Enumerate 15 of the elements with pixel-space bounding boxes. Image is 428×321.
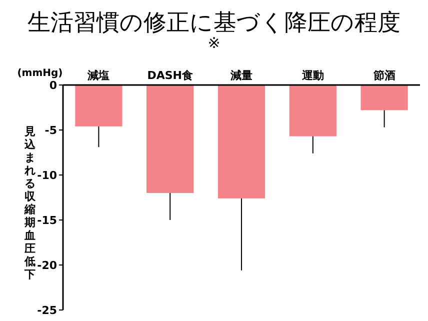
y-tick-label: -25 — [37, 304, 57, 317]
text: 見込まれる収縮期血圧低下 — [24, 125, 36, 281]
y-tick-label: -15 — [37, 214, 57, 227]
y-tick-label: -20 — [37, 259, 58, 272]
y-tick-label: -10 — [37, 169, 58, 182]
x-tick-label: DASH食 — [147, 69, 193, 82]
y-tick-label: -5 — [44, 124, 57, 137]
x-tick-label: 減塩 — [86, 69, 110, 82]
y-tick-label: 0 — [49, 79, 58, 92]
x-tick-label: 節酒 — [372, 69, 396, 82]
x-tick-label: 減量 — [230, 69, 252, 82]
text: (mmHg) — [17, 68, 63, 79]
chart-title: 生活習慣の修正に基づく降圧の程度 — [28, 10, 400, 36]
chart-subtitle: ※ — [208, 34, 220, 52]
x-tick-label: 運動 — [300, 69, 324, 82]
